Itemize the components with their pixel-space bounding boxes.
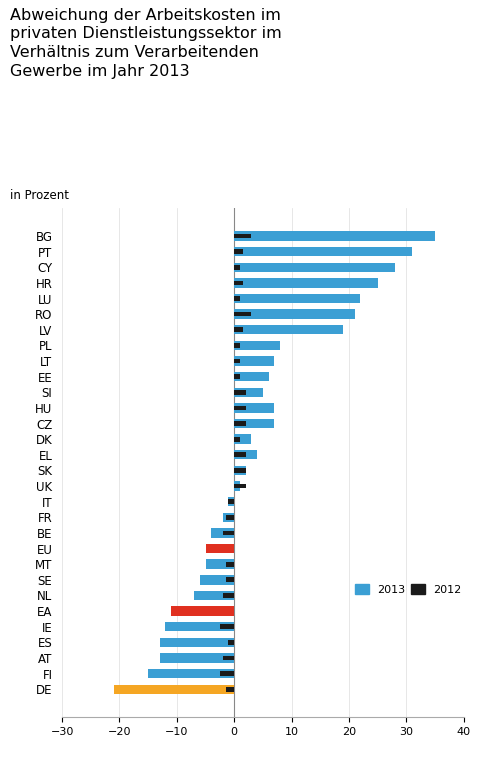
Bar (234, 435, 251, 444)
Bar (206, 560, 234, 569)
Bar (234, 374, 240, 379)
Bar (226, 687, 234, 692)
Bar (234, 234, 251, 238)
Bar (148, 669, 234, 678)
Bar (234, 421, 246, 426)
Bar (160, 638, 234, 647)
Bar (160, 653, 234, 662)
Bar (234, 483, 246, 488)
Bar (234, 325, 343, 335)
Bar (226, 577, 234, 582)
Bar (234, 450, 257, 460)
Bar (228, 497, 234, 507)
Bar (234, 247, 412, 256)
Bar (226, 562, 234, 567)
Bar (114, 685, 234, 694)
Bar (228, 640, 234, 645)
Bar (234, 453, 246, 457)
Bar (234, 356, 274, 365)
Bar (234, 437, 240, 442)
Bar (223, 513, 234, 522)
Bar (234, 249, 243, 254)
Bar (220, 625, 234, 629)
Bar (206, 544, 234, 554)
Bar (234, 263, 395, 272)
Bar (234, 388, 263, 397)
Bar (234, 343, 240, 348)
Bar (211, 528, 234, 537)
Bar (234, 294, 360, 303)
Bar (226, 515, 234, 520)
Bar (234, 468, 246, 473)
Bar (234, 309, 355, 319)
Bar (234, 296, 240, 301)
Bar (234, 419, 274, 428)
Bar (171, 606, 234, 616)
Bar (234, 231, 435, 241)
Bar (234, 390, 246, 395)
Bar (223, 530, 234, 535)
Bar (234, 481, 240, 490)
Bar (234, 265, 240, 270)
Bar (234, 281, 243, 285)
Bar (220, 672, 234, 676)
Legend: 2013, 2012: 2013, 2012 (351, 580, 466, 600)
Bar (234, 406, 246, 410)
Bar (200, 575, 234, 584)
Bar (223, 655, 234, 660)
Bar (234, 403, 274, 412)
Bar (234, 278, 378, 288)
Bar (234, 328, 243, 332)
Bar (234, 341, 280, 350)
Text: Abweichung der Arbeitskosten im
privaten Dienstleistungssektor im
Verhältnis zum: Abweichung der Arbeitskosten im privaten… (10, 8, 282, 79)
Bar (228, 500, 234, 504)
Text: in Prozent: in Prozent (10, 189, 68, 202)
Bar (165, 622, 234, 631)
Bar (234, 359, 240, 363)
Bar (223, 593, 234, 598)
Bar (234, 466, 246, 475)
Bar (194, 591, 234, 600)
Bar (234, 311, 251, 316)
Bar (234, 372, 269, 382)
